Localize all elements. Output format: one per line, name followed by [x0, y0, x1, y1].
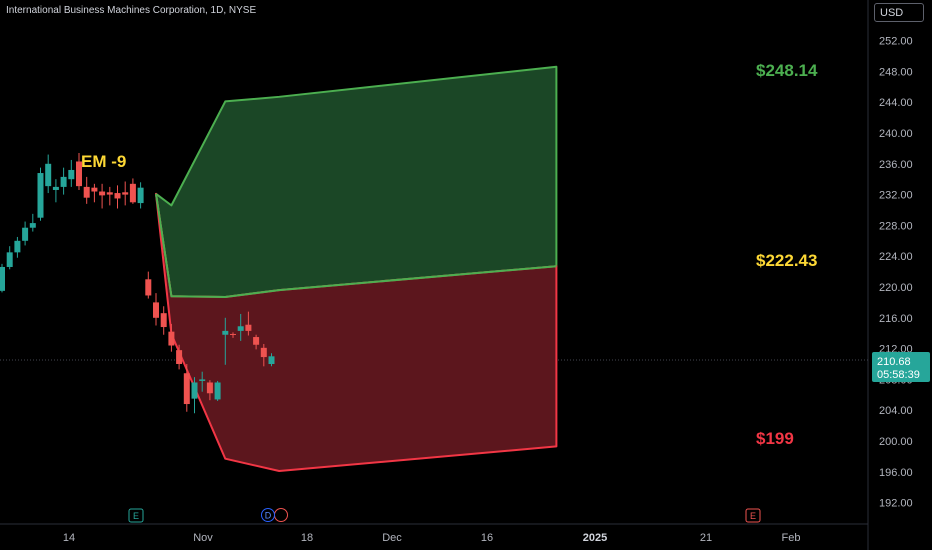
- em-label: EM -9: [81, 152, 126, 171]
- candle: [37, 167, 44, 221]
- candle: [191, 377, 198, 414]
- zone-upper: [155, 65, 558, 299]
- current-price-value: 210.68: [877, 356, 911, 368]
- x-tick-2025: 2025: [583, 532, 607, 544]
- candle: [206, 380, 213, 401]
- y-tick: 204.00: [879, 405, 913, 417]
- candle: [176, 344, 183, 370]
- earnings-marker-2-letter: E: [750, 511, 756, 521]
- currency-selector[interactable]: USD: [874, 3, 924, 22]
- candle: [76, 153, 82, 190]
- x-tick-feb: Feb: [782, 532, 801, 544]
- candle: [22, 221, 29, 246]
- chart-title: International Business Machines Corporat…: [6, 5, 257, 16]
- upper-target-label: $248.14: [756, 61, 818, 80]
- dividend-marker-letter: D: [265, 511, 272, 521]
- candle: [137, 182, 144, 209]
- chart-labels: EM -9 $248.14 $222.43 $199: [81, 61, 818, 448]
- candle: [199, 371, 206, 392]
- candle: [260, 343, 267, 367]
- candle: [29, 213, 36, 232]
- x-tick-21: 21: [700, 532, 712, 544]
- x-tick-16: 16: [481, 532, 493, 544]
- time-axis[interactable]: 14 Nov 18 Dec 16 2025 21 Feb: [63, 532, 801, 544]
- candle: [99, 183, 106, 209]
- candle: [68, 159, 75, 187]
- price-axis[interactable]: 252.00 248.00 244.00 240.00 236.00 232.00 228.…: [879, 36, 913, 510]
- candle: [222, 317, 229, 365]
- candle: [145, 271, 152, 299]
- candle: [106, 186, 113, 206]
- y-tick: 220.00: [879, 282, 913, 294]
- event-markers[interactable]: E D E: [128, 508, 761, 523]
- expected-move-zones: [155, 65, 558, 473]
- y-tick: 224.00: [879, 251, 913, 263]
- candle: [214, 380, 221, 401]
- y-tick: 240.00: [879, 128, 913, 140]
- candle: [52, 179, 59, 203]
- candle: [237, 313, 244, 341]
- x-tick-18: 18: [301, 532, 313, 544]
- x-tick-14: 14: [63, 532, 75, 544]
- y-tick: 232.00: [879, 190, 913, 202]
- dividend-marker[interactable]: D: [261, 508, 288, 522]
- current-price-badge: 210.68 05:58:39: [872, 352, 930, 382]
- x-tick-nov: Nov: [193, 532, 213, 544]
- candle: [45, 154, 52, 194]
- y-tick: 196.00: [879, 467, 913, 479]
- candle: [245, 311, 252, 336]
- candle: [160, 306, 167, 335]
- candle: [230, 332, 236, 338]
- mid-target-label: $222.43: [756, 251, 817, 270]
- earnings-marker-1-letter: E: [133, 511, 139, 521]
- bar-countdown: 05:58:39: [877, 369, 920, 381]
- y-tick: 200.00: [879, 436, 913, 448]
- candlesticks: [0, 153, 275, 414]
- candle: [122, 181, 129, 206]
- candle: [268, 353, 275, 367]
- y-tick: 244.00: [879, 97, 913, 109]
- candle: [14, 236, 21, 258]
- y-tick: 252.00: [879, 36, 913, 48]
- candle: [6, 246, 13, 270]
- y-tick: 216.00: [879, 313, 913, 325]
- candle: [83, 176, 90, 204]
- earnings-marker-2[interactable]: E: [745, 508, 761, 523]
- candle: [91, 183, 98, 203]
- candle: [253, 334, 260, 350]
- y-tick: 228.00: [879, 220, 913, 232]
- candle: [153, 293, 159, 326]
- candle: [0, 263, 5, 293]
- y-tick: 236.00: [879, 159, 913, 171]
- y-tick: 192.00: [879, 498, 913, 510]
- candle: [183, 364, 190, 412]
- candle: [168, 323, 175, 352]
- candle: [129, 178, 136, 204]
- y-tick: 248.00: [879, 66, 913, 78]
- candle: [60, 167, 67, 195]
- candle: [114, 185, 121, 209]
- x-tick-dec: Dec: [382, 532, 402, 544]
- lower-target-label: $199: [756, 429, 794, 448]
- zone-mid-boundary: [155, 193, 557, 299]
- earnings-marker-1[interactable]: E: [128, 508, 144, 523]
